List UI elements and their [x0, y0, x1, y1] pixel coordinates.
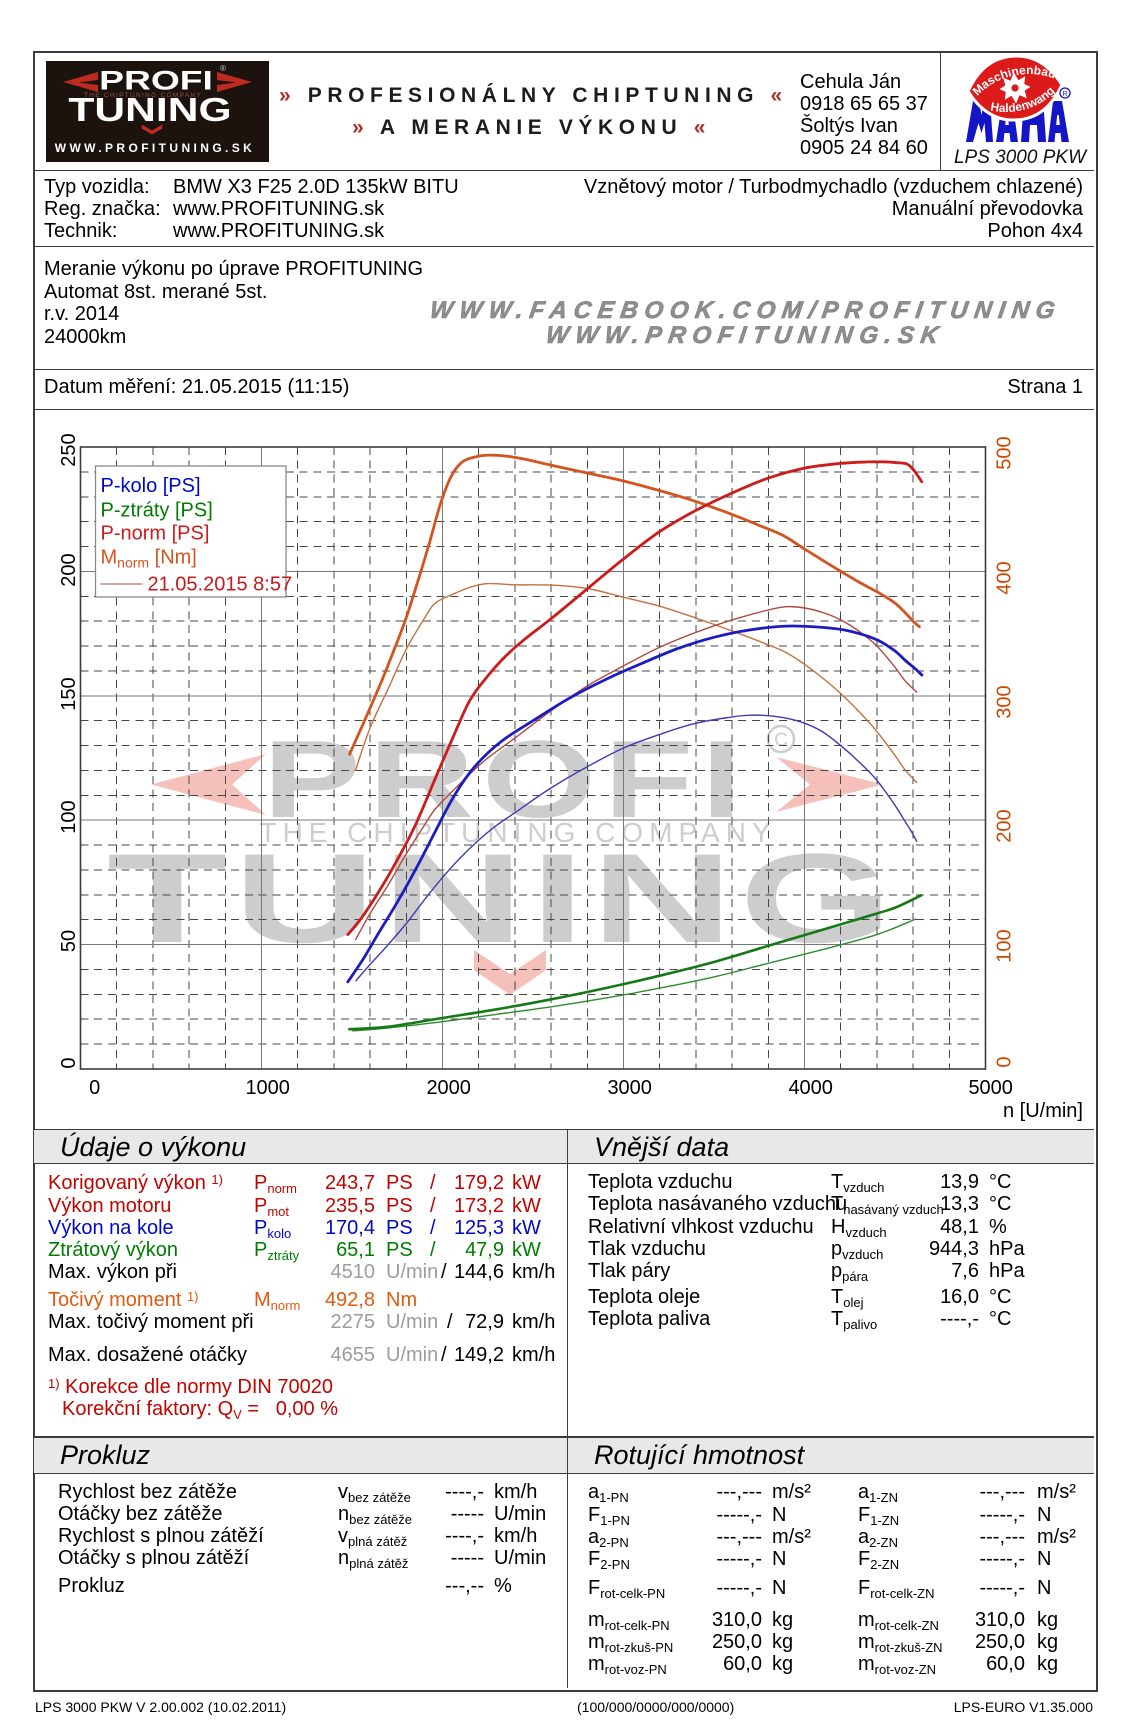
- svg-text:®: ®: [220, 64, 226, 73]
- svg-text:TUNING: TUNING: [68, 92, 231, 128]
- svg-text:200: 200: [994, 809, 1016, 842]
- svg-text:100: 100: [994, 929, 1016, 962]
- svg-text:4000: 4000: [788, 1077, 833, 1099]
- svg-text:P-norm [PS]: P-norm [PS]: [101, 523, 210, 545]
- svg-text:Mnorm [Nm]: Mnorm [Nm]: [101, 547, 197, 571]
- svg-text:250: 250: [58, 433, 80, 466]
- svg-text:WWW.PROFITUNING.SK: WWW.PROFITUNING.SK: [55, 141, 256, 155]
- svg-text:3000: 3000: [607, 1077, 652, 1099]
- svg-text:50: 50: [58, 930, 80, 952]
- svg-text:THE CHIPTUNING COMPANY: THE CHIPTUNING COMPANY: [84, 92, 202, 99]
- svg-text:PROFI: PROFI: [99, 65, 213, 95]
- svg-text:0: 0: [58, 1057, 80, 1068]
- svg-text:n [U/min]: n [U/min]: [1003, 1100, 1083, 1122]
- svg-text:0: 0: [89, 1077, 100, 1099]
- svg-text:P-ztráty [PS]: P-ztráty [PS]: [101, 499, 213, 521]
- svg-text:P-kolo [PS]: P-kolo [PS]: [101, 475, 201, 497]
- svg-text:1000: 1000: [245, 1077, 290, 1099]
- svg-text:400: 400: [994, 561, 1016, 594]
- svg-text:LPS 3000 PKW: LPS 3000 PKW: [954, 147, 1088, 168]
- svg-text:21.05.2015 8:57: 21.05.2015 8:57: [148, 574, 293, 596]
- svg-text:TUNING: TUNING: [107, 828, 899, 970]
- svg-text:100: 100: [58, 800, 80, 833]
- svg-text:R: R: [1062, 91, 1067, 98]
- svg-text:200: 200: [58, 553, 80, 586]
- svg-text:C: C: [774, 730, 788, 751]
- svg-text:300: 300: [994, 685, 1016, 718]
- svg-text:2000: 2000: [426, 1077, 471, 1099]
- svg-text:150: 150: [58, 677, 80, 710]
- svg-text:5000: 5000: [968, 1077, 1013, 1099]
- svg-text:500: 500: [994, 436, 1016, 469]
- svg-text:0: 0: [994, 1056, 1016, 1067]
